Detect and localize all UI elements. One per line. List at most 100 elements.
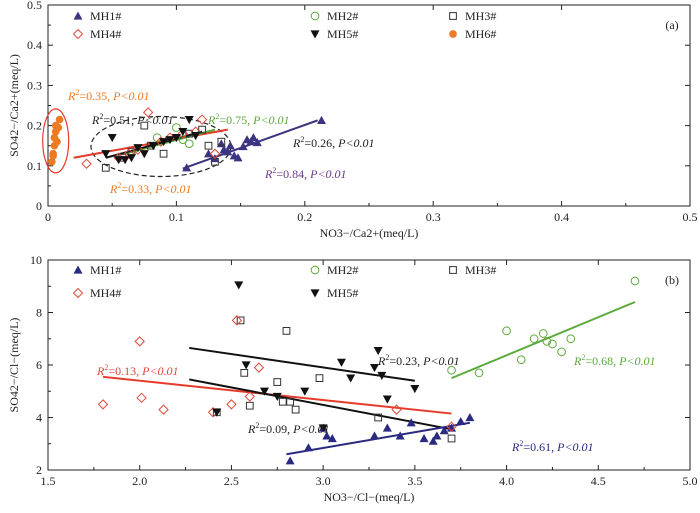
data-point <box>406 418 416 427</box>
data-point <box>225 141 235 150</box>
data-point <box>291 405 300 414</box>
data-point <box>529 334 539 344</box>
data-point <box>410 385 420 394</box>
x-tick-label: 0.5 <box>683 210 698 224</box>
r2-value: 0.61 <box>530 440 551 454</box>
r2-separator: , <box>247 113 253 127</box>
data-point <box>286 397 295 406</box>
r2-symbol: R <box>573 354 582 368</box>
data-point <box>244 391 255 402</box>
r2-equals: = <box>276 167 283 181</box>
legend-marker <box>73 265 83 274</box>
data-point <box>81 158 92 169</box>
r2-superscript: 2 <box>519 439 523 448</box>
r2-separator: , <box>551 440 557 454</box>
y-tick-label: 0.5 <box>27 0 42 12</box>
data-point <box>395 431 405 440</box>
data-point <box>114 156 124 165</box>
r2-symbol: R <box>67 89 76 103</box>
legend-marker <box>449 30 457 38</box>
legend-label: MH3# <box>465 9 496 23</box>
r2-separator: , <box>332 136 338 150</box>
r2-symbol: R <box>247 422 256 436</box>
data-point <box>132 144 144 155</box>
p-value: P<0.01 <box>309 167 346 181</box>
r2-annotation: R2=0.61, P<0.01 <box>511 439 594 454</box>
legend-marker <box>449 12 457 20</box>
data-point <box>165 136 175 145</box>
r2-superscript: 2 <box>385 353 389 362</box>
panel-label: (a) <box>665 18 678 32</box>
legend-label: MH4# <box>90 286 121 300</box>
r2-symbol: R <box>207 113 216 127</box>
x-tick-label: 3.5 <box>407 474 422 488</box>
y-axis-label: SO42−/Ca2+(meq/L) <box>7 54 21 157</box>
data-point <box>191 132 201 141</box>
data-point <box>245 401 254 410</box>
p-value: P<0.01 <box>154 182 191 196</box>
x-tick-label: 4.5 <box>591 474 606 488</box>
data-point <box>178 128 188 137</box>
data-point <box>322 431 332 440</box>
r2-equals: = <box>108 364 115 378</box>
data-point <box>159 138 169 147</box>
r2-annotation: R2=0.84, P<0.01 <box>264 166 347 181</box>
data-point <box>55 115 64 124</box>
p-value: P<0.01 <box>252 113 289 127</box>
r2-value: 0.33 <box>128 182 149 196</box>
x-tick-label: 5.0 <box>683 474 698 488</box>
data-point <box>54 123 63 132</box>
data-point <box>630 276 640 286</box>
data-point <box>148 142 158 151</box>
data-point <box>432 431 442 440</box>
x-tick-label: 0.4 <box>554 210 569 224</box>
data-point <box>101 163 110 172</box>
data-point <box>542 337 552 346</box>
r2-value: 0.75 <box>226 113 247 127</box>
data-point <box>226 399 237 410</box>
r2-equals: = <box>389 354 396 368</box>
r2-value: 0.35 <box>86 89 107 103</box>
legend-label: MH2# <box>327 263 358 277</box>
r2-superscript: 2 <box>300 135 304 144</box>
trend-line <box>189 346 416 382</box>
data-point <box>233 153 243 162</box>
r2-value: 0.23 <box>396 354 417 368</box>
data-point <box>315 374 324 382</box>
x-tick-label: 0 <box>45 210 51 224</box>
y-tick-label: 6 <box>36 358 42 372</box>
r2-separator: , <box>131 113 137 127</box>
r2-equals: = <box>219 113 226 127</box>
x-tick-label: 2.5 <box>224 474 239 488</box>
data-point <box>370 364 380 373</box>
data-point <box>370 431 380 440</box>
r2-equals: = <box>121 182 128 196</box>
r2-superscript: 2 <box>272 166 276 175</box>
y-tick-label: 0 <box>36 199 42 213</box>
data-point <box>377 371 387 380</box>
data-point <box>204 141 213 150</box>
legend-label: MH2# <box>327 9 358 23</box>
r2-annotation: R2=0.68, P<0.01 <box>573 353 656 368</box>
panel-a: 0 0.1 0.2 0.3 0.4 0.5 0 0.1 0.2 0.3 0.4 0.5 NO3−/Ca2… <box>7 0 698 240</box>
p-value: P<0.01 <box>292 422 329 436</box>
data-point <box>142 107 154 118</box>
p-value: P<0.01 <box>556 440 593 454</box>
r2-symbol: R <box>292 136 301 150</box>
data-point <box>49 151 57 160</box>
data-point <box>336 358 346 367</box>
y-tick-label: 8 <box>36 306 42 320</box>
mh6-cluster-ellipse <box>42 108 70 174</box>
r2-superscript: 2 <box>581 353 585 362</box>
p-value: P<0.01 <box>112 89 149 103</box>
data-point <box>139 150 149 159</box>
data-point <box>456 416 466 426</box>
data-point <box>196 114 208 125</box>
panel-b: 1.5 2.0 2.5 3.0 3.5 4.0 4.5 5.0 2 4 6 8 10 NO3−/Cl−(m… <box>7 253 698 504</box>
data-point <box>158 404 169 415</box>
data-point <box>566 334 576 344</box>
panel-label: (b) <box>665 273 679 287</box>
r2-superscript: 2 <box>117 181 121 190</box>
data-point <box>238 142 248 151</box>
data-point <box>184 139 194 149</box>
